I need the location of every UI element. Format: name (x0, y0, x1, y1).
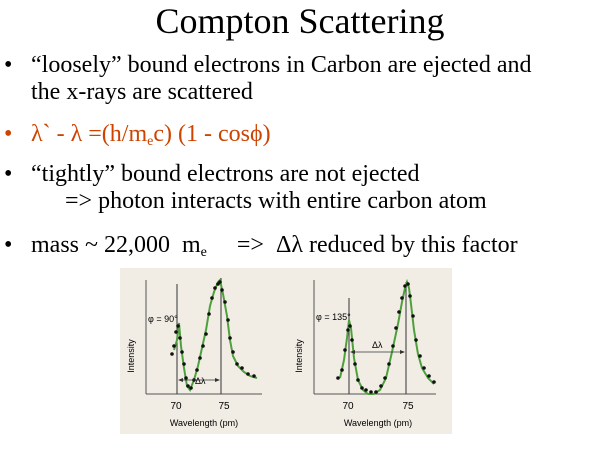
compton-formula: λ` - λ =(h/mec) (1 - cosϕ) (31, 121, 271, 149)
y-axis-label: Intensity (294, 339, 304, 373)
spectrum-panel-90: Intensity φ = 90° Δλ 7 (126, 277, 262, 428)
bullet-text-line-1: “loosely” bound electrons in Carbon are … (31, 52, 532, 78)
spectrum-line (339, 278, 435, 395)
shift-label: Δλ (195, 376, 206, 386)
arrow-head-left (178, 378, 183, 382)
spectra-svg: Intensity φ = 90° Δλ 7 (126, 277, 436, 428)
x-axis-label: Wavelength (pm) (344, 418, 412, 428)
mass-factor-text: mass ~ 22,000 me => Δλ reduced by this f… (31, 232, 518, 260)
shift-label: Δλ (372, 340, 383, 350)
bullet-text-line-2: the x-rays are scattered (31, 79, 253, 105)
arrow-head-right (400, 350, 405, 354)
bullet-mass-factor: • mass ~ 22,000 me => Δλ reduced by this… (4, 232, 596, 260)
bullet-tightly-bound: • “tightly” bound electrons are not ejec… (4, 161, 596, 215)
x-axis-label: Wavelength (pm) (170, 418, 238, 428)
angle-label: φ = 135° (316, 312, 351, 322)
tick-label-70: 70 (342, 401, 354, 412)
compton-spectra-figure: Intensity φ = 90° Δλ 7 (120, 268, 452, 434)
bullet-dot: • (4, 121, 13, 147)
spectrum-line (173, 277, 258, 393)
bullet-text-line-1: “tightly” bound electrons are not ejecte… (31, 161, 420, 187)
bullet-dot: • (4, 232, 13, 258)
data-points (336, 282, 436, 394)
bullet-loosely-bound: • “loosely” bound electrons in Carbon ar… (4, 52, 596, 106)
arrow-head-right (215, 378, 220, 382)
bullet-compton-formula: • λ` - λ =(h/mec) (1 - cosϕ) (4, 121, 596, 149)
data-points (170, 280, 256, 390)
spectrum-panel-135: Intensity φ = 135° Δλ (294, 278, 436, 428)
slide-title: Compton Scattering (155, 1, 445, 41)
tick-label-75: 75 (402, 401, 414, 412)
bullet-dot: • (4, 52, 13, 78)
arrow-head-left (350, 350, 355, 354)
y-axis-label: Intensity (126, 339, 136, 373)
bullet-dot: • (4, 161, 13, 187)
tick-label-70: 70 (170, 401, 182, 412)
angle-label: φ = 90° (148, 314, 178, 324)
tick-label-75: 75 (218, 401, 230, 412)
bullet-text-line-2: => photon interacts with entire carbon a… (65, 188, 487, 214)
